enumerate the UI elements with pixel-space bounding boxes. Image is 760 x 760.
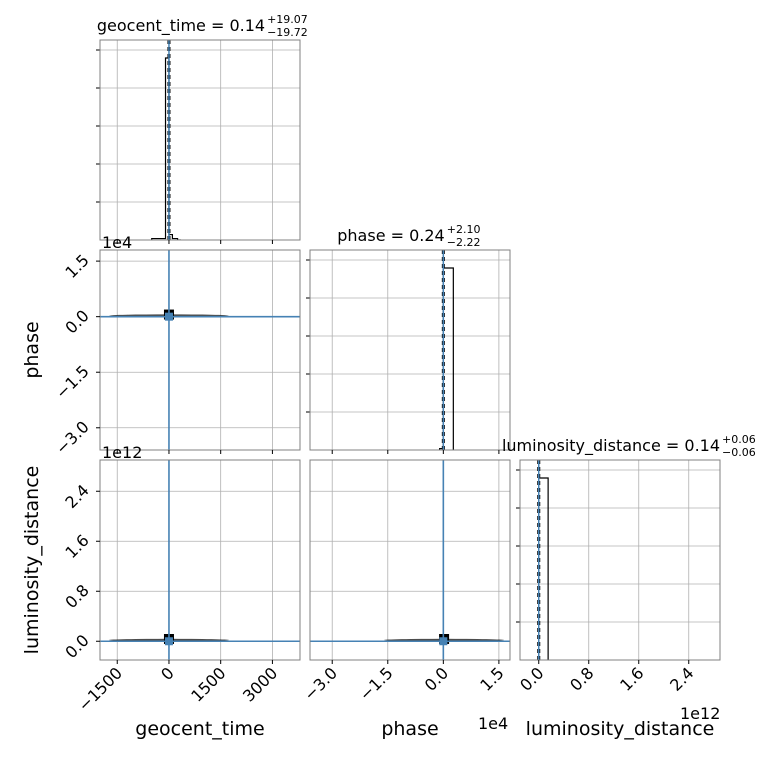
y-tick-label: −3.0 xyxy=(52,417,93,458)
y-axis-label-luminosity_distance: luminosity_distance xyxy=(21,466,43,655)
panel-frame xyxy=(520,460,720,660)
grid-lines xyxy=(100,460,300,660)
axis-exponent-label: 1e12 xyxy=(680,704,720,723)
grid-lines xyxy=(310,250,510,450)
panel-phase-hist xyxy=(306,250,510,454)
panel-luminosity_distance-hist xyxy=(516,460,720,664)
y-tick-label: −1.5 xyxy=(52,362,93,403)
grid-lines xyxy=(100,250,300,450)
panel-frame xyxy=(100,460,300,660)
x-axis-label-geocent_time: geocent_time xyxy=(135,718,264,740)
panel-geocent_time-vs-luminosity_distance xyxy=(96,460,300,664)
x-axis-label-phase: phase xyxy=(381,718,438,740)
title-upper-error: +2.10 xyxy=(447,223,481,236)
y-tick-label: 1.5 xyxy=(61,251,92,282)
panel-frame xyxy=(100,40,300,240)
panel-content xyxy=(100,460,300,660)
panel-frame xyxy=(100,250,300,450)
grid-lines xyxy=(100,40,300,240)
y-tick-label: 0.0 xyxy=(61,631,92,662)
x-tick-label: 1.5 xyxy=(476,663,507,694)
panel-geocent_time-vs-phase xyxy=(96,250,300,454)
panel-phase-vs-luminosity_distance xyxy=(310,460,510,664)
y-tick-label: 2.4 xyxy=(61,481,92,512)
panel-content xyxy=(310,460,510,660)
x-tick-label: 2.4 xyxy=(666,663,697,694)
panel-content xyxy=(152,40,181,240)
y-tick-label: 0.0 xyxy=(61,306,92,337)
panel-frame xyxy=(310,250,510,450)
title-lower-error: −2.22 xyxy=(447,236,481,249)
diagonal-title-geocent_time: geocent_time = 0.14 xyxy=(97,16,265,36)
title-lower-error: −19.72 xyxy=(267,26,308,39)
title-upper-error: +19.07 xyxy=(267,13,308,26)
x-tick-label: 0.0 xyxy=(516,663,547,694)
title-lower-error: −0.06 xyxy=(722,446,756,459)
y-tick-label: 0.8 xyxy=(61,581,92,612)
y-tick-label: 1.6 xyxy=(61,531,92,562)
panel-frame xyxy=(310,460,510,660)
truth-marker xyxy=(439,637,447,645)
x-tick-label: 0.8 xyxy=(566,663,597,694)
diagonal-title-luminosity_distance: luminosity_distance = 0.14 xyxy=(502,436,720,456)
panel-content xyxy=(440,250,454,450)
x-tick-label: 3000 xyxy=(239,663,281,705)
panel-content xyxy=(100,250,300,450)
title-upper-error: +0.06 xyxy=(722,433,756,446)
x-tick-label: 0 xyxy=(157,663,178,684)
histogram-steps xyxy=(440,268,454,450)
grid-lines xyxy=(520,460,720,660)
y-axis-label-phase: phase xyxy=(21,321,43,378)
axis-exponent-label: 1e4 xyxy=(478,714,508,733)
truth-marker xyxy=(165,637,173,645)
axis-exponent-label: 1e12 xyxy=(102,443,142,462)
axis-exponent-label: 1e4 xyxy=(102,233,132,252)
panel-geocent_time-hist xyxy=(96,40,300,244)
grid-lines xyxy=(310,460,510,660)
x-tick-label: −3.0 xyxy=(300,663,341,704)
x-tick-label: 1.6 xyxy=(616,663,647,694)
panel-content xyxy=(538,460,548,660)
x-tick-label: 0.0 xyxy=(421,663,452,694)
x-tick-label: 1500 xyxy=(187,663,229,705)
x-tick-label: −1500 xyxy=(74,663,126,715)
x-tick-label: −1.5 xyxy=(356,663,397,704)
diagonal-title-phase: phase = 0.24 xyxy=(337,226,444,245)
truth-marker xyxy=(165,313,173,321)
histogram-steps xyxy=(152,58,181,240)
